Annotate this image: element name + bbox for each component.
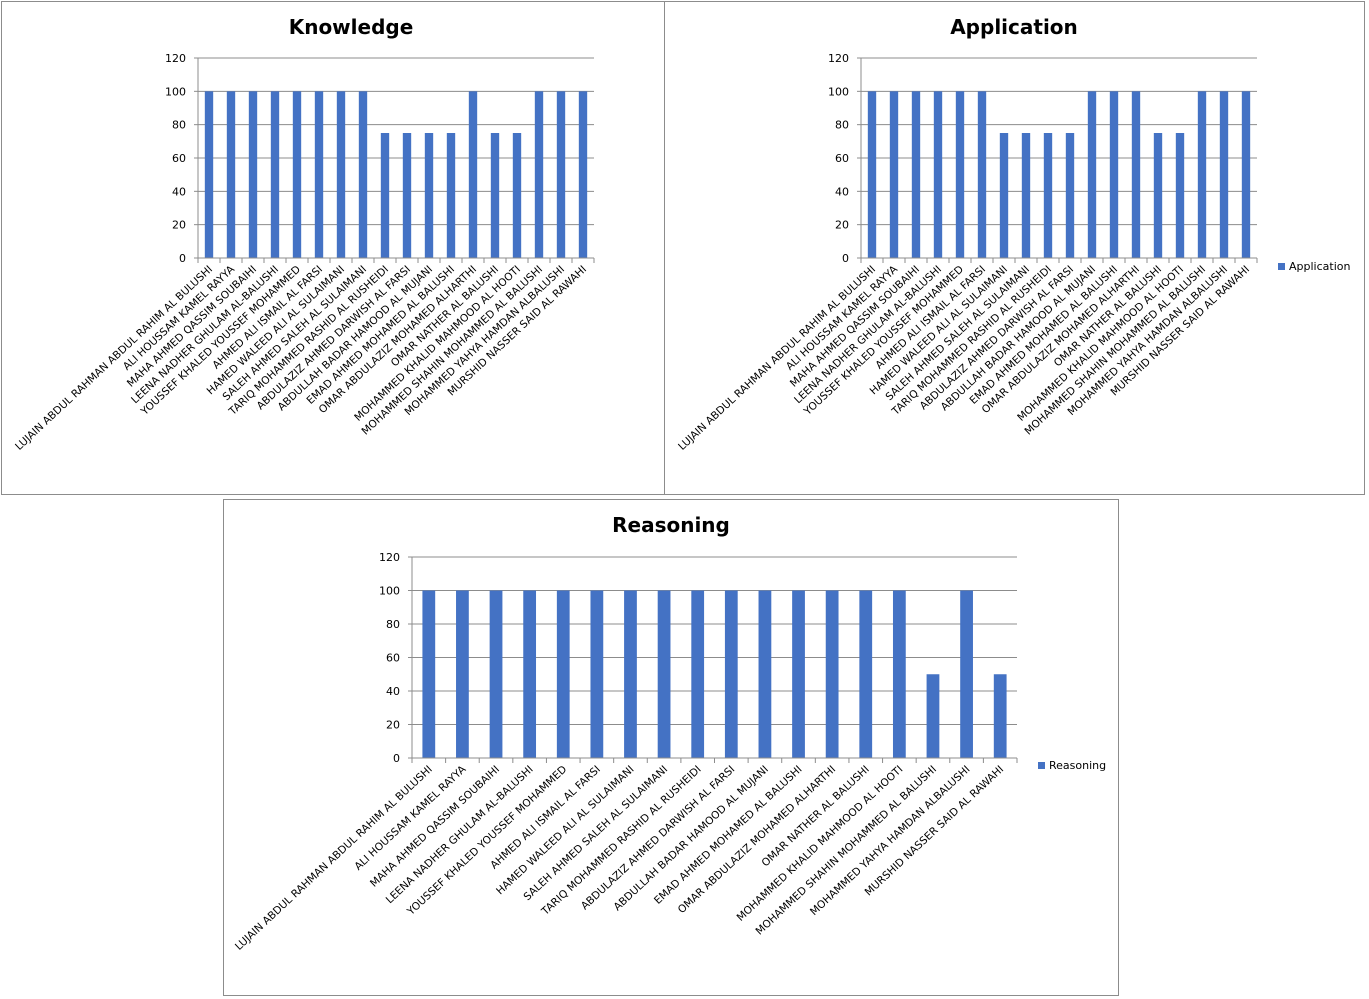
x-tick-label: ABDULLAH BADAR HAMOOD AL MUJANI (611, 763, 770, 913)
y-tick-label: 120 (165, 52, 186, 65)
bar (889, 91, 899, 258)
bar (1219, 91, 1229, 258)
bar (1241, 91, 1251, 258)
legend-swatch (1038, 762, 1045, 769)
bar (1021, 133, 1031, 258)
y-tick-label: 0 (179, 252, 186, 265)
bar (867, 91, 877, 258)
bar (792, 590, 805, 758)
bar (446, 133, 456, 258)
bar (534, 91, 544, 258)
chart-title: Application (950, 15, 1078, 39)
bar (926, 674, 940, 758)
y-tick-label: 60 (172, 152, 186, 165)
bar (825, 590, 839, 758)
y-tick-label: 120 (828, 52, 849, 65)
bar (1175, 133, 1185, 258)
y-tick-label: 40 (386, 685, 400, 698)
bar (859, 590, 873, 758)
bar (292, 91, 302, 258)
bar (933, 91, 943, 258)
bar (724, 590, 738, 758)
bar (226, 91, 236, 258)
bar (512, 133, 522, 258)
x-tick-label: MAHA AHMED QASSIM SOUBAIHI (368, 763, 502, 889)
bar (1043, 133, 1053, 258)
chart-application: Application 0 20 40 60 80 100 120 LUJAIN ABDUL R… (664, 1, 1365, 495)
y-tick-label: 100 (379, 585, 400, 598)
bar (424, 133, 434, 258)
bar (977, 91, 987, 258)
bar (314, 91, 324, 258)
bar (556, 91, 566, 258)
bar (892, 590, 906, 758)
bar (456, 590, 469, 758)
bar (402, 133, 412, 258)
y-tick-label: 20 (386, 719, 400, 732)
y-tick-label: 100 (828, 85, 849, 98)
y-tick-label: 0 (842, 252, 849, 265)
bar (1153, 133, 1163, 258)
bar (204, 91, 214, 258)
bar (336, 91, 346, 258)
y-tick-label: 80 (172, 119, 186, 132)
bar (270, 91, 280, 258)
bar (358, 91, 368, 258)
y-tick-label: 40 (835, 185, 849, 198)
chart-reasoning: Reasoning 0 20 40 60 80 100 120 LUJAIN ABDUL RAH… (223, 499, 1119, 996)
y-tick-label: 60 (835, 152, 849, 165)
bar (1065, 133, 1075, 258)
y-tick-label: 20 (172, 219, 186, 232)
bar (490, 133, 500, 258)
y-tick-label: 120 (379, 551, 400, 564)
y-tick-label: 60 (386, 652, 400, 665)
bar (1131, 91, 1141, 258)
y-tick-label: 100 (165, 85, 186, 98)
bar (578, 91, 588, 258)
bar (590, 590, 604, 758)
x-tick-label: ABDULAZIZ AHMED DARWISH AL FARSI (579, 763, 737, 912)
y-tick-label: 20 (835, 219, 849, 232)
bar (1109, 91, 1119, 258)
bar (422, 590, 436, 758)
legend-label: Application (1289, 260, 1350, 273)
bar (468, 91, 478, 258)
bar (489, 590, 503, 758)
bar (1087, 91, 1097, 258)
bar (624, 590, 637, 758)
y-tick-label: 40 (172, 185, 186, 198)
chart-knowledge: Knowledge 0 20 40 60 80 100 120 LUJAIN ABDUL RAH… (1, 1, 665, 495)
chart-title: Knowledge (289, 15, 414, 39)
bar (657, 590, 671, 758)
chart-title: Reasoning (612, 513, 730, 537)
bar (380, 133, 390, 258)
legend-label: Reasoning (1049, 759, 1106, 772)
bar (523, 590, 537, 758)
bar (999, 133, 1009, 258)
bar (993, 674, 1007, 758)
legend-swatch (1278, 263, 1285, 270)
bar (758, 590, 772, 758)
bar (556, 590, 570, 758)
y-tick-label: 80 (835, 119, 849, 132)
bar (691, 590, 705, 758)
bar (1197, 91, 1207, 258)
bar (911, 91, 921, 258)
bar (960, 590, 973, 758)
x-tick-label: MOHAMMED YAHYA HAMDAN ALBALUSHI (808, 763, 973, 918)
y-tick-label: 0 (393, 752, 400, 765)
y-tick-label: 80 (386, 618, 400, 631)
bar (248, 91, 258, 258)
bar (955, 91, 965, 258)
